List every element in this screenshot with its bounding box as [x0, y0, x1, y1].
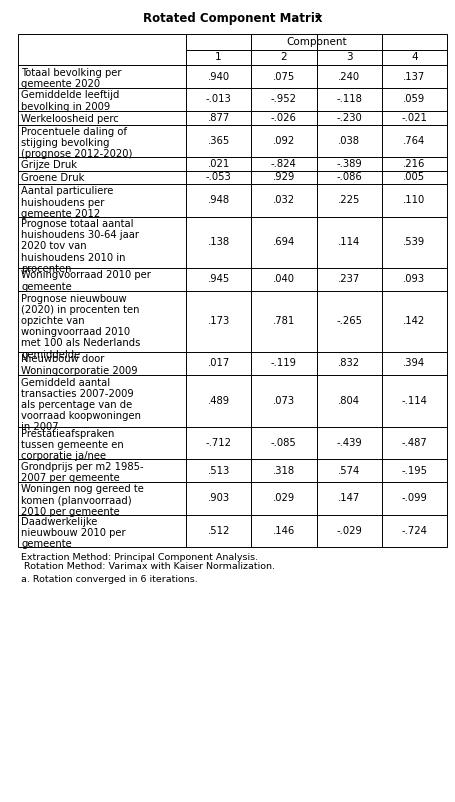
- Text: .394: .394: [403, 358, 425, 368]
- Text: .142: .142: [403, 317, 425, 326]
- Text: Grondprijs per m2 1985-
2007 per gemeente: Grondprijs per m2 1985- 2007 per gemeent…: [21, 461, 144, 483]
- Text: .489: .489: [207, 395, 230, 406]
- Text: -.230: -.230: [336, 113, 362, 123]
- Text: .225: .225: [338, 195, 360, 205]
- Text: Prognose totaal aantal
huishoudens 30-64 jaar
2020 tov van
huishoudens 2010 in
p: Prognose totaal aantal huishoudens 30-64…: [21, 219, 139, 273]
- Text: Groene Druk: Groene Druk: [21, 173, 84, 183]
- Text: .237: .237: [338, 274, 360, 285]
- Text: a. Rotation converged in 6 iterations.: a. Rotation converged in 6 iterations.: [21, 575, 198, 584]
- Text: Woningvoorraad 2010 per
gemeente: Woningvoorraad 2010 per gemeente: [21, 270, 151, 292]
- Text: Werkeloosheid perc: Werkeloosheid perc: [21, 114, 119, 124]
- Text: .147: .147: [338, 493, 360, 503]
- Text: 4: 4: [411, 52, 418, 63]
- Text: -.029: -.029: [336, 526, 362, 536]
- Text: .877: .877: [207, 113, 230, 123]
- Text: -.952: -.952: [271, 95, 297, 104]
- Text: Procentuele daling of
stijging bevolking
(prognose 2012-2020): Procentuele daling of stijging bevolking…: [21, 127, 132, 160]
- Text: .032: .032: [273, 195, 295, 205]
- Text: Prestatieafspraken
tussen gemeente en
corporatie ja/nee: Prestatieafspraken tussen gemeente en co…: [21, 429, 124, 461]
- Text: .093: .093: [403, 274, 425, 285]
- Text: .092: .092: [273, 136, 295, 146]
- Text: .694: .694: [273, 237, 295, 247]
- Text: .021: .021: [207, 159, 230, 168]
- Text: .512: .512: [207, 526, 230, 536]
- Text: -.712: -.712: [206, 438, 232, 448]
- Text: .804: .804: [338, 395, 360, 406]
- Text: -.439: -.439: [336, 438, 362, 448]
- Text: Woningen nog gereed te
komen (planvoorraad)
2010 per gemeente: Woningen nog gereed te komen (planvoorra…: [21, 484, 144, 517]
- Text: Aantal particuliere
huishoudens per
gemeente 2012: Aantal particuliere huishoudens per geme…: [21, 187, 113, 219]
- Text: Rotation Method: Varimax with Kaiser Normalization.: Rotation Method: Varimax with Kaiser Nor…: [21, 562, 275, 571]
- Text: .038: .038: [338, 136, 360, 146]
- Text: -.026: -.026: [271, 113, 297, 123]
- Text: .903: .903: [207, 493, 230, 503]
- Text: -.119: -.119: [271, 358, 297, 368]
- Text: a: a: [314, 11, 320, 20]
- Text: -.389: -.389: [336, 159, 362, 168]
- Text: .513: .513: [207, 465, 230, 476]
- Text: -.021: -.021: [401, 113, 427, 123]
- Text: Prognose nieuwbouw
(2020) in procenten ten
opzichte van
woningvoorraad 2010
met : Prognose nieuwbouw (2020) in procenten t…: [21, 294, 141, 359]
- Text: Rotated Component Matrix: Rotated Component Matrix: [143, 12, 322, 25]
- Text: Gemiddeld aantal
transacties 2007-2009
als percentage van de
voorraad koopwoning: Gemiddeld aantal transacties 2007-2009 a…: [21, 378, 141, 432]
- Text: -.053: -.053: [206, 172, 232, 182]
- Text: .948: .948: [207, 195, 230, 205]
- Text: -.724: -.724: [401, 526, 427, 536]
- Text: -.265: -.265: [336, 317, 362, 326]
- Text: .832: .832: [338, 358, 360, 368]
- Text: .110: .110: [403, 195, 425, 205]
- Text: .574: .574: [338, 465, 360, 476]
- Text: .137: .137: [403, 71, 425, 82]
- Text: Extraction Method: Principal Component Analysis.: Extraction Method: Principal Component A…: [21, 553, 258, 562]
- Text: -.086: -.086: [336, 172, 362, 182]
- Text: .781: .781: [273, 317, 295, 326]
- Text: -.114: -.114: [401, 395, 427, 406]
- Text: .216: .216: [403, 159, 425, 168]
- Bar: [18, 34, 447, 547]
- Text: -.085: -.085: [271, 438, 297, 448]
- Text: -.118: -.118: [336, 95, 362, 104]
- Text: .073: .073: [273, 395, 295, 406]
- Text: Totaal bevolking per
gemeente 2020: Totaal bevolking per gemeente 2020: [21, 67, 121, 89]
- Text: .318: .318: [273, 465, 295, 476]
- Text: .114: .114: [338, 237, 360, 247]
- Text: -.824: -.824: [271, 159, 297, 168]
- Text: .040: .040: [273, 274, 295, 285]
- Text: Grijze Druk: Grijze Druk: [21, 160, 77, 169]
- Text: .005: .005: [403, 172, 425, 182]
- Text: .173: .173: [207, 317, 230, 326]
- Text: 2: 2: [281, 52, 287, 63]
- Text: Component: Component: [286, 37, 347, 47]
- Text: .539: .539: [403, 237, 425, 247]
- Text: .945: .945: [207, 274, 230, 285]
- Text: .764: .764: [403, 136, 425, 146]
- Text: .365: .365: [207, 136, 230, 146]
- Text: Gemiddelde leeftijd
bevolking in 2009: Gemiddelde leeftijd bevolking in 2009: [21, 91, 119, 111]
- Text: .940: .940: [207, 71, 230, 82]
- Text: .029: .029: [273, 493, 295, 503]
- Text: 3: 3: [346, 52, 353, 63]
- Text: -.487: -.487: [401, 438, 427, 448]
- Text: Nieuwbouw door
Woningcorporatie 2009: Nieuwbouw door Woningcorporatie 2009: [21, 354, 137, 375]
- Text: -.013: -.013: [206, 95, 232, 104]
- Text: .017: .017: [207, 358, 230, 368]
- Text: .075: .075: [273, 71, 295, 82]
- Text: 1: 1: [215, 52, 222, 63]
- Text: -.099: -.099: [401, 493, 427, 503]
- Text: .059: .059: [403, 95, 425, 104]
- Text: Daadwerkelijke
nieuwbouw 2010 per
gemeente: Daadwerkelijke nieuwbouw 2010 per gemeen…: [21, 517, 126, 549]
- Text: .929: .929: [273, 172, 295, 182]
- Text: .240: .240: [338, 71, 360, 82]
- Text: .146: .146: [273, 526, 295, 536]
- Text: -.195: -.195: [401, 465, 427, 476]
- Text: .138: .138: [207, 237, 230, 247]
